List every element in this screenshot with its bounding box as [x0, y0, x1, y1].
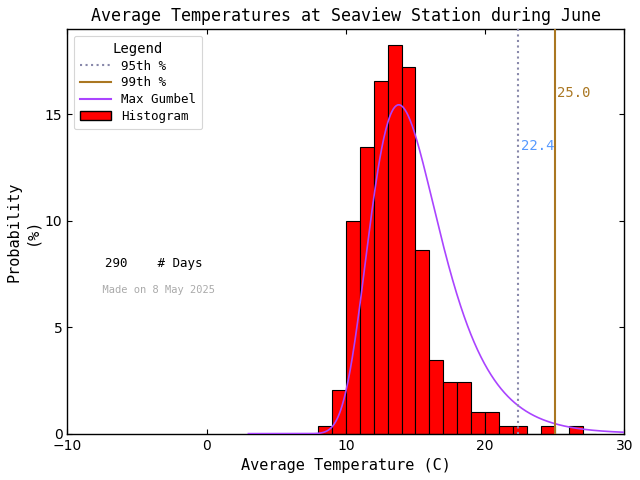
Bar: [444, 383, 457, 433]
Bar: [541, 426, 555, 433]
Bar: [318, 426, 332, 433]
Bar: [360, 147, 374, 433]
Bar: [429, 360, 444, 433]
Bar: [513, 426, 527, 433]
Bar: [401, 67, 415, 433]
Bar: [415, 250, 429, 433]
Text: 25.0: 25.0: [557, 86, 590, 100]
Bar: [568, 426, 582, 433]
Text: Made on 8 May 2025: Made on 8 May 2025: [90, 285, 214, 295]
Text: 290    # Days: 290 # Days: [90, 257, 202, 270]
X-axis label: Average Temperature (C): Average Temperature (C): [241, 458, 451, 473]
Bar: [471, 412, 485, 433]
Bar: [374, 82, 388, 433]
Bar: [485, 412, 499, 433]
Text: 22.4: 22.4: [520, 139, 554, 153]
Bar: [457, 383, 471, 433]
Bar: [332, 390, 346, 433]
Bar: [346, 221, 360, 433]
Bar: [499, 426, 513, 433]
Y-axis label: Probability
(%): Probability (%): [7, 181, 39, 282]
Title: Average Temperatures at Seaview Station during June: Average Temperatures at Seaview Station …: [91, 7, 601, 25]
Legend: 95th %, 99th %, Max Gumbel, Histogram: 95th %, 99th %, Max Gumbel, Histogram: [74, 36, 202, 129]
Bar: [388, 45, 401, 433]
